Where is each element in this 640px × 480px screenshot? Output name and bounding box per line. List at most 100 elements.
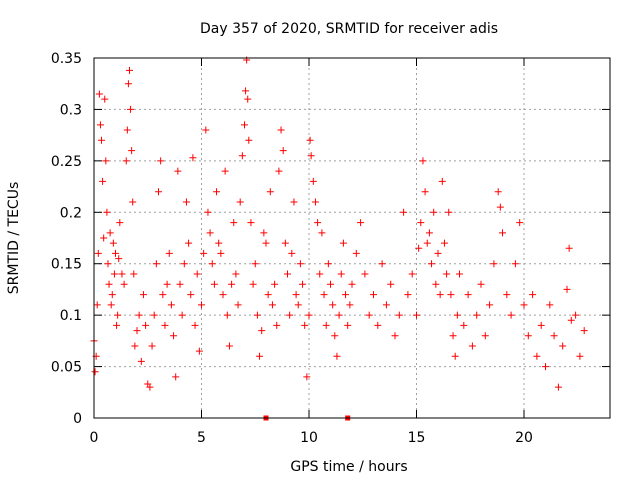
- data-point: [305, 311, 313, 319]
- data-point: [125, 66, 133, 74]
- data-point: [123, 126, 131, 134]
- data-point: [572, 311, 580, 319]
- data-point: [120, 280, 128, 288]
- data-point: [443, 270, 451, 278]
- data-point: [98, 136, 106, 144]
- data-point: [550, 332, 558, 340]
- x-axis-label: GPS time / hours: [290, 459, 407, 475]
- x-tick-label: 20: [515, 430, 533, 446]
- data-point: [206, 229, 214, 237]
- data-point: [180, 260, 188, 268]
- data-point: [408, 270, 416, 278]
- data-point: [284, 270, 291, 278]
- data-point: [193, 270, 201, 278]
- data-point: [178, 311, 186, 319]
- data-point: [299, 280, 307, 288]
- data-point: [110, 270, 118, 278]
- data-point: [382, 301, 390, 309]
- data-point: [361, 270, 369, 278]
- data-point: [374, 321, 382, 329]
- data-point: [200, 249, 208, 257]
- data-point: [100, 234, 108, 242]
- chart-title: Day 357 of 2020, SRMTID for receiver adi…: [200, 21, 498, 37]
- data-point: [496, 203, 504, 211]
- y-tick-label: 0.05: [51, 360, 82, 376]
- data-point: [346, 301, 354, 309]
- data-point: [228, 280, 236, 288]
- data-point: [318, 229, 326, 237]
- data-point: [413, 311, 420, 319]
- plot-border: [93, 57, 611, 419]
- data-point: [428, 260, 436, 268]
- data-point: [221, 167, 229, 175]
- data-point: [430, 208, 438, 216]
- data-point: [260, 229, 268, 237]
- data-point: [130, 270, 138, 278]
- data-point: [163, 280, 171, 288]
- data-point: [537, 321, 545, 329]
- data-point: [322, 321, 330, 329]
- data-point: [118, 270, 126, 278]
- data-point: [327, 280, 334, 288]
- data-point: [182, 198, 190, 206]
- y-tick-label: 0.1: [60, 308, 82, 324]
- data-point: [264, 291, 272, 299]
- data-point: [185, 239, 193, 247]
- data-point: [107, 301, 115, 309]
- data-point: [247, 219, 255, 227]
- data-point: [503, 291, 511, 299]
- data-point: [533, 352, 541, 360]
- data-point: [165, 249, 173, 257]
- data-point: [307, 152, 315, 160]
- data-point: [241, 121, 248, 129]
- data-point: [344, 321, 352, 329]
- data-point: [93, 301, 101, 309]
- data-point: [486, 301, 494, 309]
- data-point: [365, 311, 373, 319]
- data-point: [395, 311, 403, 319]
- data-point: [105, 280, 113, 288]
- data-point: [115, 255, 123, 263]
- data-points: [90, 56, 588, 391]
- data-point: [481, 332, 489, 340]
- y-tick-label: 0.25: [51, 154, 82, 170]
- data-point: [133, 327, 141, 335]
- data-point: [529, 291, 537, 299]
- data-point: [370, 291, 377, 299]
- data-point: [306, 136, 314, 144]
- data-point: [116, 219, 124, 227]
- x-tick-label: 15: [408, 430, 426, 446]
- data-point: [320, 291, 328, 299]
- data-point: [314, 219, 322, 227]
- data-point: [101, 95, 109, 103]
- data-point: [417, 219, 425, 227]
- data-point: [122, 157, 130, 165]
- data-point: [215, 239, 223, 247]
- data-point: [234, 301, 242, 309]
- data-point: [94, 249, 102, 257]
- y-axis-label: SRMTID / TECUs: [6, 182, 22, 295]
- data-point: [559, 342, 567, 350]
- data-point: [268, 301, 276, 309]
- data-point: [142, 321, 150, 329]
- data-point: [292, 291, 300, 299]
- data-point: [208, 260, 216, 268]
- data-point: [112, 249, 119, 257]
- data-point: [511, 260, 519, 268]
- data-point: [404, 291, 412, 299]
- data-point: [546, 301, 554, 309]
- data-point: [198, 301, 205, 309]
- data-point: [210, 280, 218, 288]
- data-point: [238, 152, 246, 160]
- data-point: [191, 321, 199, 329]
- data-point: [507, 311, 515, 319]
- data-point: [296, 260, 304, 268]
- y-tick-label: 0: [73, 411, 82, 427]
- y-tick-label: 0.2: [60, 205, 82, 221]
- data-point: [217, 249, 225, 257]
- data-point: [456, 270, 463, 278]
- data-point: [236, 198, 244, 206]
- data-point: [131, 342, 139, 350]
- data-point: [266, 188, 274, 196]
